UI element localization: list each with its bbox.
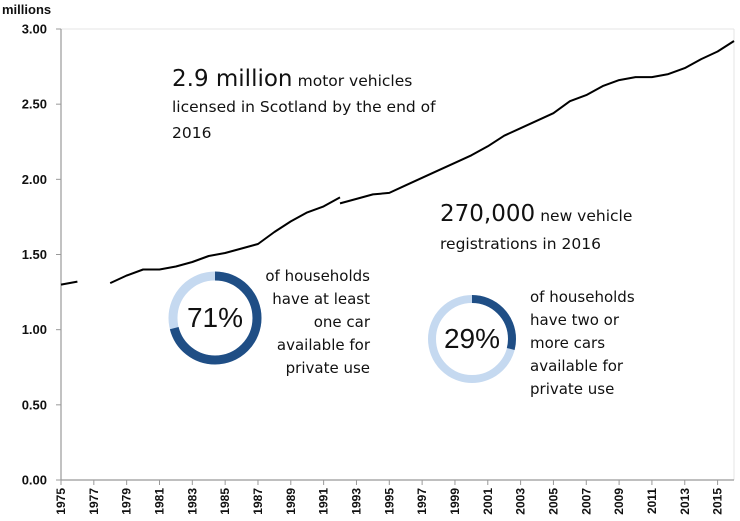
y-tick-label: 0.50 [22,397,47,412]
text-line: available for [276,336,370,354]
donut-value-arc [168,271,262,365]
donut-value-arc [428,295,516,383]
x-tick-label: 1987 [251,488,265,515]
text-line: of households [530,288,635,306]
x-tick-label: 2011 [645,488,659,514]
x-tick-label: 1995 [382,488,396,515]
x-tick-label: 1977 [87,488,101,515]
text-line: have at least [272,290,370,308]
annotation-text: motor vehicles licensed in Scotland by t… [172,72,436,142]
text-line: private use [285,359,370,377]
text-line: of households [265,267,370,285]
series-line-segment [109,196,341,285]
x-tick-label: 1991 [317,488,331,515]
annotation-headline: 2.9 million [172,66,293,92]
x-tick-label: 1979 [120,488,134,515]
donut-two-cars: 29% [426,293,518,385]
y-tick-label: 3.00 [22,22,47,37]
x-axis-ticks: 1975 1977 1979 1981 1983 1985 1987 1989 1991 1993… [54,480,725,515]
y-tick-label: 1.50 [22,247,47,262]
text-line: private use [530,380,615,398]
x-tick-label: 2009 [612,488,626,515]
series-lines [60,40,735,286]
x-tick-label: 2003 [514,488,528,515]
donut-ring [428,295,516,383]
x-tick-label: 2001 [481,488,495,515]
x-tick-label: 1997 [415,488,429,515]
annotation-text: new vehicle registrations in 2016 [440,207,633,253]
donut-percent-label: 29% [443,323,501,354]
x-tick-label: 1983 [185,488,199,515]
donut-two-cars-text: of households have two or more cars avai… [530,286,680,401]
text-line: available for [530,357,624,375]
x-tick-label: 2005 [546,488,560,515]
annotation-new-registrations: 270,000 new vehicle registrations in 201… [440,200,670,258]
x-tick-label: 1985 [218,488,232,515]
x-tick-label: 2015 [711,488,725,515]
x-tick-label: 1999 [448,488,462,515]
y-axis-ticks: 0.00 0.50 1.00 1.50 2.00 2.50 3.00 [22,22,61,488]
annotation-vehicles-licensed: 2.9 million motor vehicles licensed in S… [172,66,452,146]
text-line: have two or [530,311,620,329]
x-tick-label: 1981 [152,488,166,515]
x-tick-label: 1975 [54,488,68,515]
annotation-headline: 270,000 [440,201,536,227]
x-tick-label: 2007 [579,488,593,515]
donut-one-car-text: of households have at least one car avai… [250,265,370,380]
text-line: one car [313,313,370,331]
series-line-segment [339,40,735,205]
x-tick-label: 1989 [284,488,298,515]
donut-one-car: 71% [166,269,264,367]
text-line: more cars [530,334,606,352]
y-tick-label: 1.00 [22,322,47,337]
donut-percent-label: 71% [186,302,244,333]
y-tick-label: 2.00 [22,172,47,187]
y-tick-label: 0.00 [22,473,47,488]
x-tick-label: 2013 [678,488,692,515]
y-tick-label: 2.50 [22,97,47,112]
donut-ring [168,271,262,365]
x-tick-label: 1993 [349,488,363,515]
y-axis-unit-label: millions [2,2,52,17]
series-line-segment [60,280,78,286]
